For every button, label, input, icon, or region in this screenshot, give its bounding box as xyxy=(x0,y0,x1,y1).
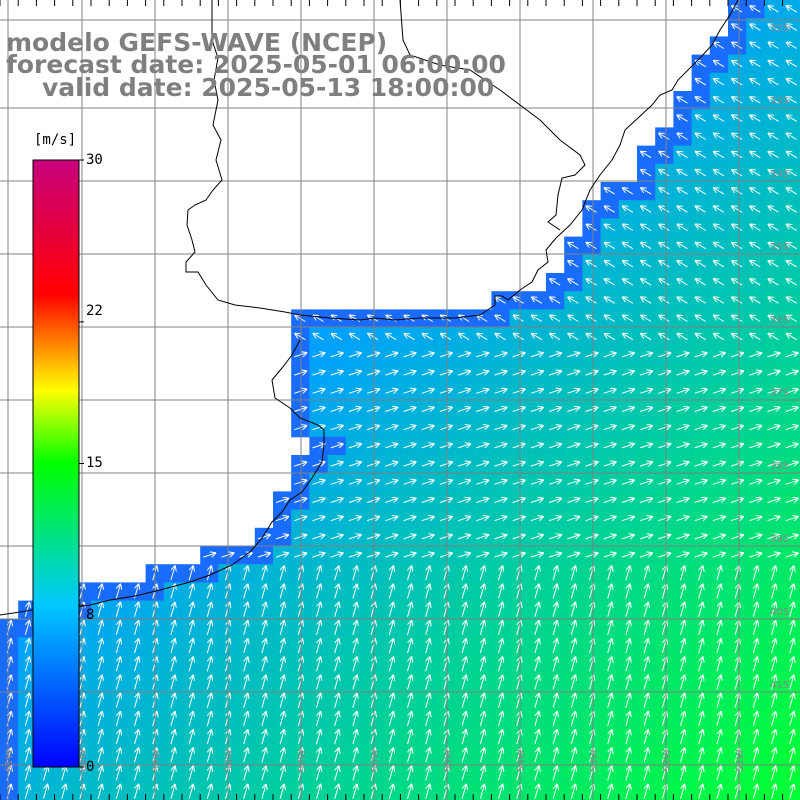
lat-label: 33S xyxy=(770,96,789,107)
lat-label: 36S xyxy=(770,315,789,326)
colorbar-tick-label-15: 15 xyxy=(86,455,103,471)
lon-label: 51W xyxy=(735,749,746,772)
lat-label: 37S xyxy=(770,388,789,399)
lat-label: 39S xyxy=(770,534,789,545)
lon-label: 61W xyxy=(4,749,15,772)
coastline-uruguay xyxy=(399,0,586,231)
lat-label: 34S xyxy=(770,169,789,180)
lat-label: 35S xyxy=(770,242,789,253)
lon-label: 57W xyxy=(297,749,308,772)
lat-label: 38S xyxy=(770,461,789,472)
lon-label: 55W xyxy=(443,749,454,772)
lon-label: 59W xyxy=(151,749,162,772)
colorbar-tick-label-22: 22 xyxy=(86,303,103,319)
lon-label: 58W xyxy=(224,749,235,772)
title-valid-date: valid date: 2025-05-13 18:00:00 xyxy=(42,73,495,102)
colorbar-unit: [m/s] xyxy=(34,132,77,148)
lon-label: 53W xyxy=(589,749,600,772)
lat-label: 32S xyxy=(770,23,789,34)
colorbar-tick-label-0: 0 xyxy=(86,759,95,775)
colorbar xyxy=(32,159,80,768)
lon-label: 54W xyxy=(516,749,527,772)
lat-label: 40S xyxy=(770,607,789,618)
colorbar-tick-label-30: 30 xyxy=(86,152,103,168)
lon-label: 56W xyxy=(370,749,381,772)
colorbar-tick-label-8: 8 xyxy=(86,607,95,623)
lon-label: 52W xyxy=(662,749,673,772)
lat-label: 41S xyxy=(770,680,789,691)
